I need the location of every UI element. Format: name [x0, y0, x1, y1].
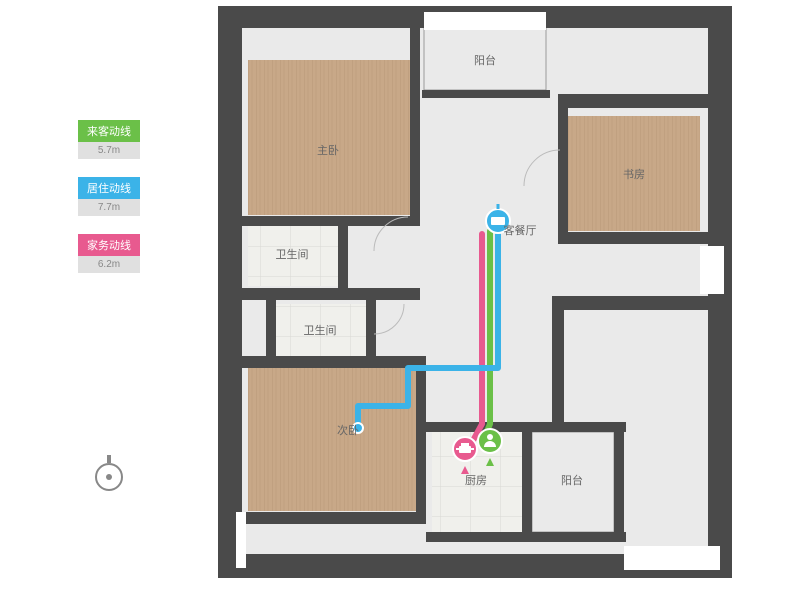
wall — [366, 300, 376, 360]
opening — [700, 246, 724, 294]
legend-value-guest: 5.7m — [78, 142, 140, 159]
wall — [558, 232, 708, 244]
second-bedroom-floor — [248, 366, 416, 511]
wall — [426, 532, 626, 542]
opening — [424, 12, 546, 30]
bathroom1-label: 卫生间 — [276, 247, 309, 261]
master-bedroom-label: 主卧 — [317, 144, 339, 157]
legend-item-guest: 来客动线 5.7m — [78, 120, 140, 159]
wall — [522, 422, 532, 538]
wall — [266, 300, 276, 360]
wall — [242, 512, 426, 524]
legend-item-chore: 家务动线 6.2m — [78, 234, 140, 273]
wall — [422, 90, 550, 98]
legend-panel: 来客动线 5.7m 居住动线 7.7m 家务动线 6.2m — [78, 120, 140, 291]
wall — [614, 422, 624, 538]
kitchen-label: 厨房 — [465, 474, 487, 487]
living-label: 客餐厅 — [504, 223, 537, 237]
wall — [242, 288, 420, 300]
wall — [552, 296, 712, 310]
opening — [624, 546, 720, 570]
legend-label-living: 居住动线 — [78, 177, 140, 199]
floorplan-diagram: 主卧 书房 卫生间 卫生间 次卧 厨房 阳台 阳台 客餐厅 — [200, 6, 760, 586]
wall — [552, 296, 564, 426]
wall — [410, 28, 420, 220]
study-label: 书房 — [623, 168, 645, 181]
legend-label-chore: 家务动线 — [78, 234, 140, 256]
bathroom2-label: 卫生间 — [304, 323, 337, 337]
legend-label-guest: 来客动线 — [78, 120, 140, 142]
balcony2-label: 阳台 — [561, 473, 583, 487]
opening — [236, 512, 246, 568]
wall — [242, 216, 420, 226]
second-bedroom-label: 次卧 — [337, 423, 359, 437]
compass-icon — [92, 455, 126, 489]
master-bedroom-floor — [248, 60, 410, 215]
wall — [338, 224, 348, 290]
wall — [558, 94, 708, 108]
legend-item-living: 居住动线 7.7m — [78, 177, 140, 216]
legend-value-chore: 6.2m — [78, 256, 140, 273]
balcony1-label: 阳台 — [474, 53, 496, 67]
wall — [416, 356, 426, 516]
wall — [558, 94, 568, 242]
wall — [242, 356, 420, 368]
legend-value-living: 7.7m — [78, 199, 140, 216]
